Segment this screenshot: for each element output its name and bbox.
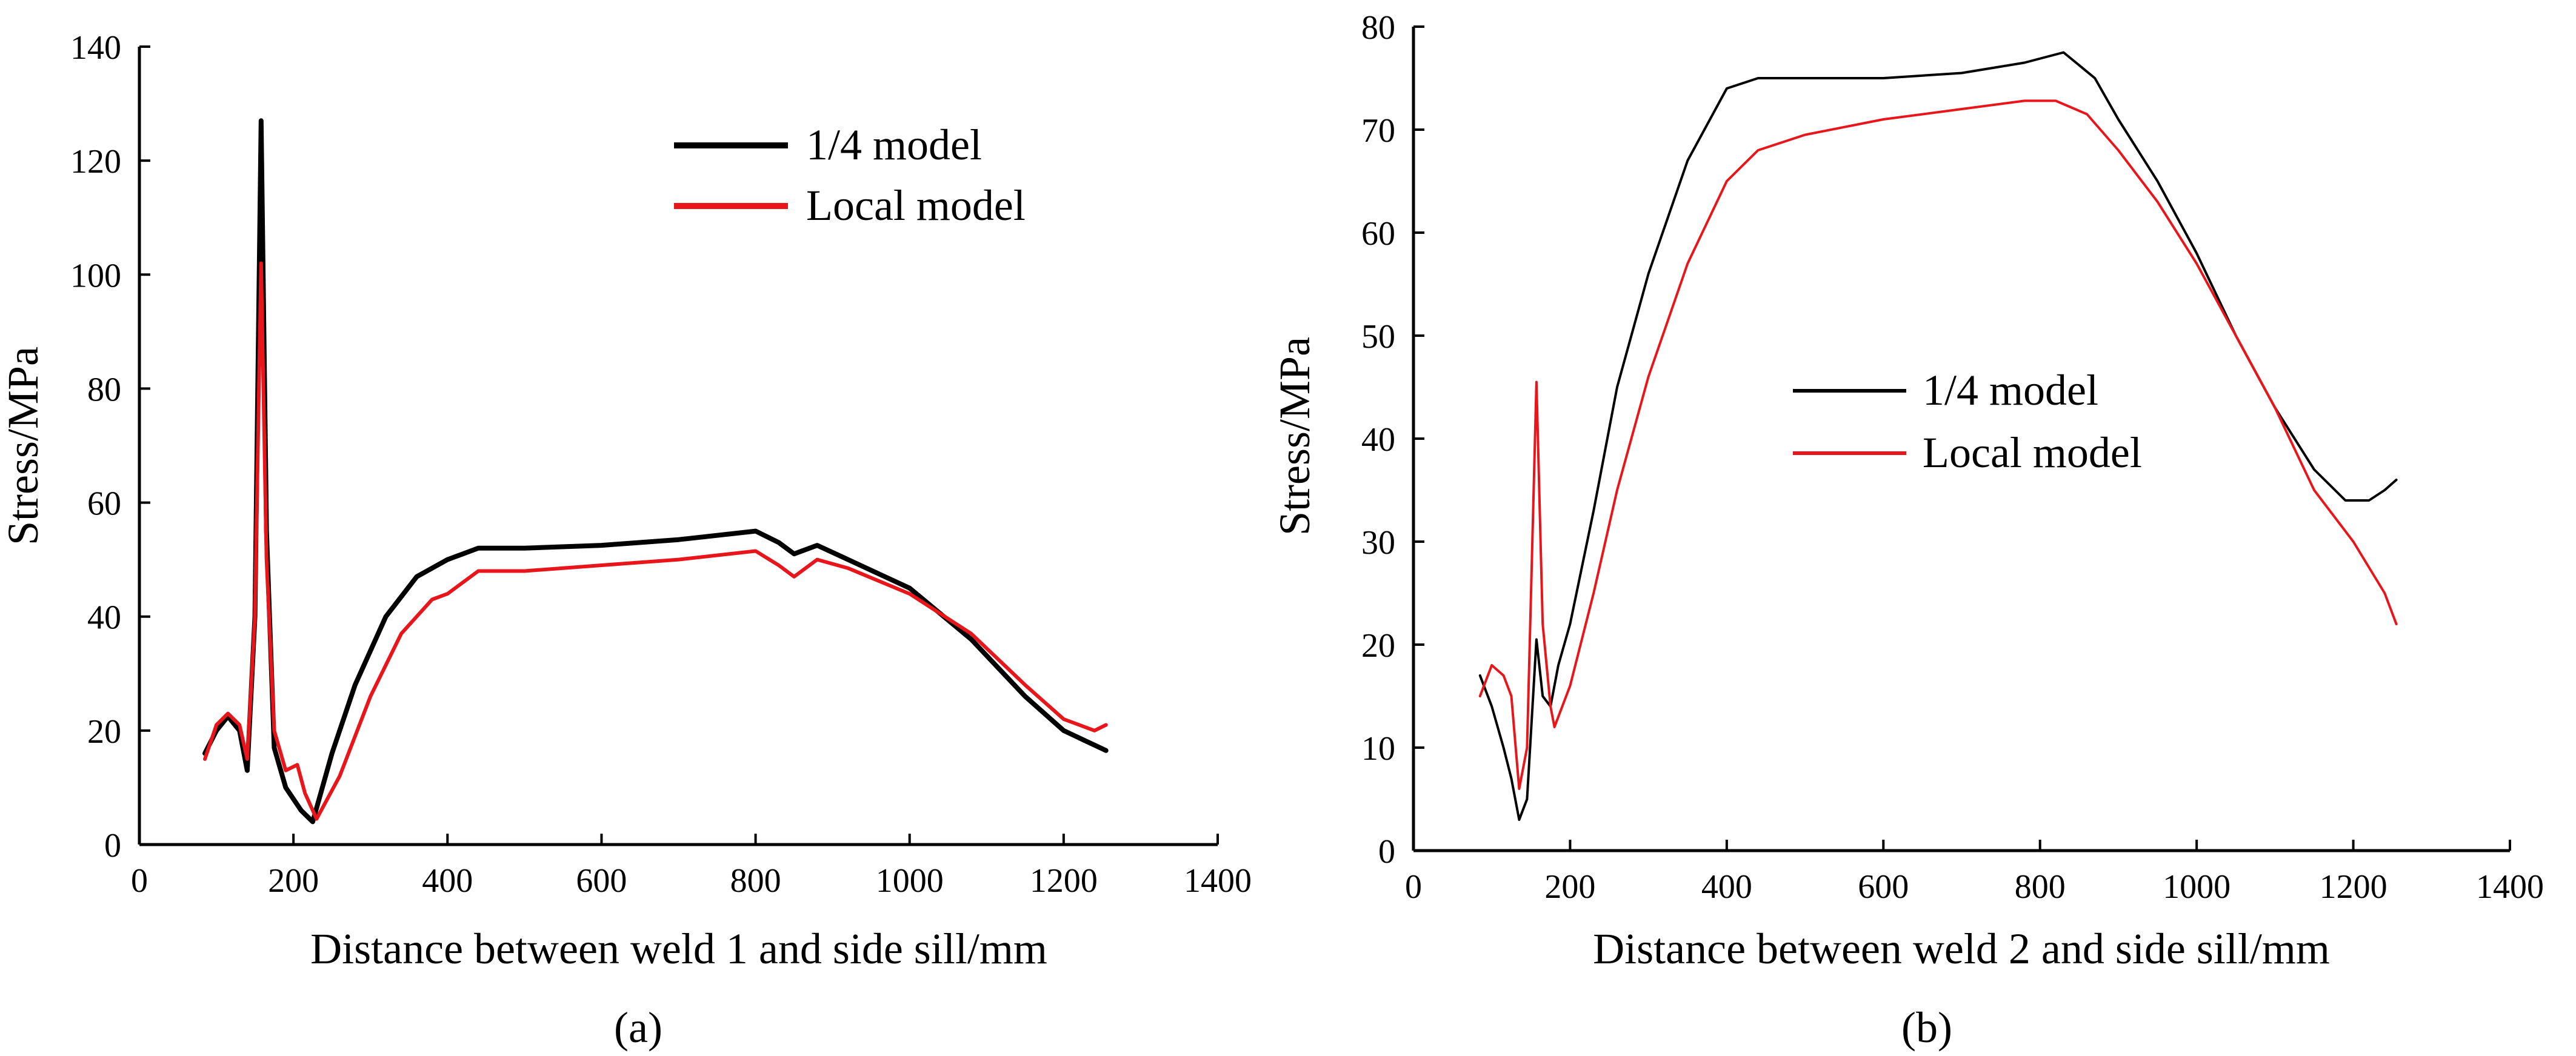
chart-b-y-tick-label-8: 80: [1361, 9, 1395, 47]
chart-a: 0 200 400 600 800 1000 1200 1400 0 20 40 60 80 100 120…: [0, 29, 1252, 1052]
chart-b-y-tick-label-6: 60: [1361, 215, 1395, 253]
chart-a-y-tick-label-5: 100: [70, 257, 121, 294]
chart-b-legend-label-1: Local model: [1923, 428, 2142, 477]
chart-b-legend: 1/4 model Local model: [1793, 366, 2142, 477]
chart-b-y-tick-label-1: 10: [1361, 730, 1395, 768]
chart-b-y-tick-label-7: 70: [1361, 112, 1395, 150]
chart-b-x-tick-label-4: 800: [2015, 868, 2066, 906]
chart-b-y-tick-label-4: 40: [1361, 421, 1395, 459]
chart-a-y-tick-label-3: 60: [87, 485, 121, 523]
chart-a-y-tick-label-4: 80: [87, 371, 121, 408]
chart-b-x-tick-label-2: 400: [1701, 868, 1752, 906]
chart-a-x-tick-label-0: 0: [131, 862, 148, 900]
chart-b-panel-label: (b): [1901, 1003, 1952, 1052]
chart-a-x-tick-label-7: 1400: [1184, 862, 1252, 900]
chart-a-panel-label: (a): [614, 1003, 662, 1052]
chart-b-y-tick-label-0: 0: [1378, 833, 1395, 871]
chart-a-y-tick-label-1: 20: [87, 713, 121, 751]
chart-b-x-title: Distance between weld 2 and side sill/mm: [1593, 925, 2330, 973]
chart-b-x-tick-label-0: 0: [1405, 868, 1422, 906]
chart-b-x-tick-label-6: 1200: [2320, 868, 2387, 906]
chart-a-y-title: Stress/MPa: [0, 347, 47, 545]
chart-b-y-tick-label-5: 50: [1361, 318, 1395, 356]
chart-a-legend-label-1: Local model: [806, 181, 1026, 230]
chart-a-x-tick-label-2: 400: [422, 862, 473, 900]
chart-b: 0 200 400 600 800 1000 1200 1400 0 10 20 30 40 50 60 70…: [1270, 9, 2544, 1052]
chart-b-x-tick-label-3: 600: [1858, 868, 1909, 906]
chart-b-y-title: Stress/MPa: [1270, 337, 1319, 536]
chart-a-legend-label-0: 1/4 model: [806, 121, 982, 169]
chart-b-y-tick-label-3: 30: [1361, 524, 1395, 562]
chart-a-x-tick-label-4: 800: [730, 862, 781, 900]
chart-a-legend: 1/4 model Local model: [674, 121, 1026, 230]
chart-b-x-tick-label-1: 200: [1544, 868, 1595, 906]
chart-b-legend-label-0: 1/4 model: [1923, 366, 2098, 414]
chart-a-series-local-model-line: [203, 261, 1108, 821]
chart-b-x-tick-label-5: 1000: [2163, 868, 2231, 906]
chart-b-series-local-model-line: [1478, 99, 2398, 790]
chart-a-x-tick-label-5: 1000: [876, 862, 944, 900]
chart-a-y-tick-label-0: 0: [104, 827, 121, 865]
chart-a-x-tick-label-6: 1200: [1030, 862, 1098, 900]
chart-b-x-tick-label-7: 1400: [2476, 868, 2544, 906]
chart-a-x-tick-label-1: 200: [268, 862, 319, 900]
chart-a-x-tick-label-3: 600: [576, 862, 627, 900]
chart-a-y-tick-label-2: 40: [87, 599, 121, 637]
chart-b-y-tick-label-2: 20: [1361, 627, 1395, 665]
chart-a-y-tick-label-7: 140: [70, 29, 121, 67]
chart-a-x-title: Distance between weld 1 and side sill/mm: [310, 925, 1047, 973]
chart-a-y-tick-label-6: 120: [70, 143, 121, 181]
